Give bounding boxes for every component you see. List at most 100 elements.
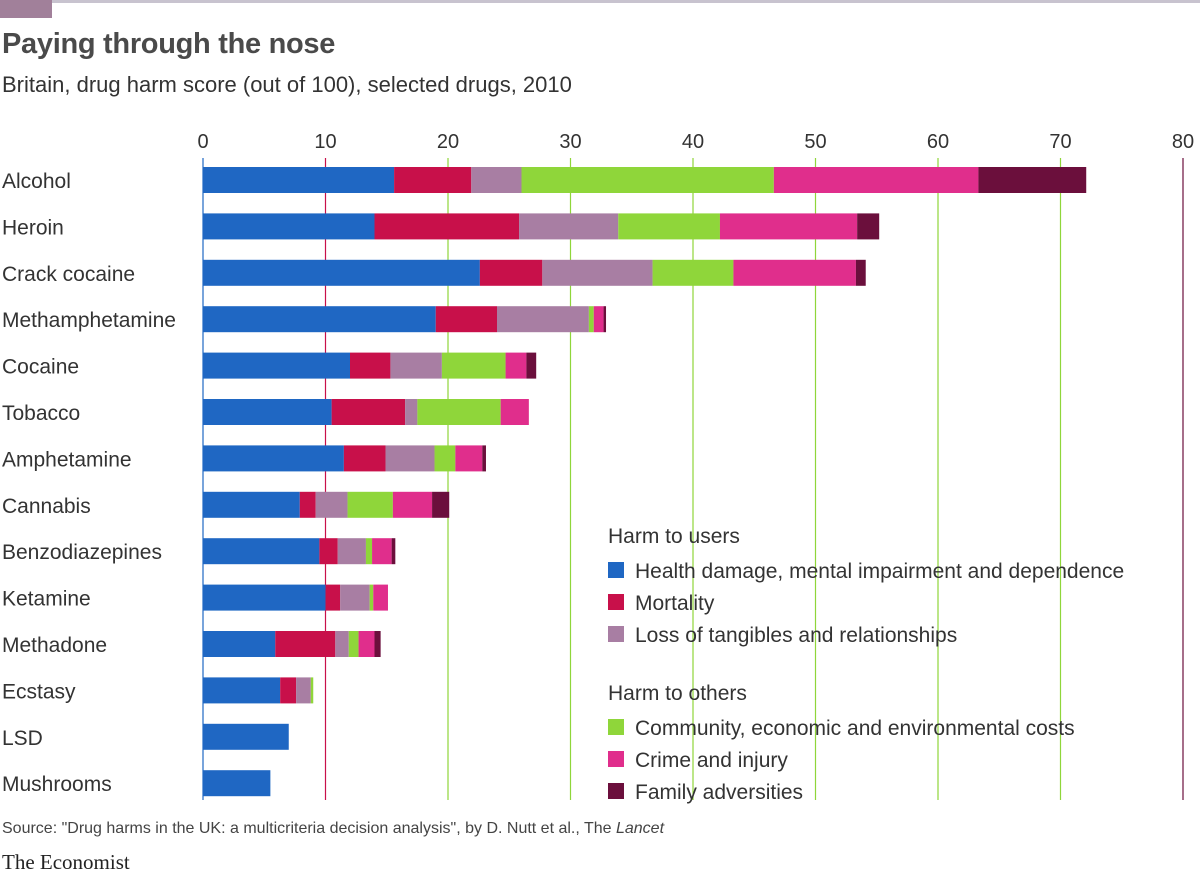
bar-segment-community	[347, 491, 393, 518]
bar-segment-tangibles	[405, 399, 418, 425]
bar-segment-health	[203, 770, 271, 797]
bar-segment-mortality	[479, 259, 543, 286]
legend-label: Loss of tangibles and relationships	[635, 624, 957, 647]
bar-segment-health	[203, 167, 395, 193]
x-tick-label: 20	[437, 131, 459, 153]
legend-swatch-mortality	[608, 594, 624, 610]
x-tick-label: 70	[1049, 131, 1071, 153]
bar-segment-community	[521, 167, 774, 193]
bar-segment-mortality	[435, 306, 497, 333]
bar-segment-family	[857, 213, 880, 240]
bar-segment-community	[618, 213, 720, 240]
bar-segment-community	[652, 259, 734, 286]
x-tick-label: 30	[559, 131, 581, 153]
bar-segment-community	[588, 306, 594, 333]
bar-segment-mortality	[325, 584, 341, 611]
x-tick-label: 0	[197, 131, 208, 153]
bar-segment-family	[526, 352, 537, 379]
category-label: Crack cocaine	[2, 263, 135, 286]
bar-segment-family	[374, 631, 381, 657]
bar-segment-health	[203, 631, 276, 657]
source-text: Source: "Drug harms in the UK: a multicr…	[2, 820, 616, 837]
bar-segment-family	[482, 445, 486, 472]
category-label: LSD	[2, 727, 43, 750]
category-label: Amphetamine	[2, 448, 132, 471]
chart-title: Paying through the nose	[2, 28, 336, 60]
bar-segment-crime	[455, 445, 483, 472]
bar-segment-mortality	[331, 399, 406, 425]
bar-segment-health	[203, 213, 375, 240]
bar-segment-health	[203, 677, 281, 704]
bar-segment-mortality	[299, 491, 316, 518]
category-label: Tobacco	[2, 402, 80, 425]
bar-segment-family	[603, 306, 607, 333]
bar-segment-family	[978, 167, 1087, 193]
bar-segment-crime	[593, 306, 604, 333]
bar-segment-mortality	[374, 213, 520, 240]
bar-segment-mortality	[275, 631, 336, 657]
category-label: Methadone	[2, 634, 107, 657]
bar-segment-crime	[392, 491, 433, 518]
x-tick-label: 50	[804, 131, 826, 153]
bar-segment-health	[203, 538, 320, 565]
x-tick-label: 80	[1172, 131, 1194, 153]
bar-segment-community	[434, 445, 456, 472]
bar-segment-tangibles	[335, 631, 349, 657]
bar-segment-tangibles	[471, 167, 522, 193]
category-label: Mushrooms	[2, 773, 112, 796]
bar-segment-mortality	[350, 352, 391, 379]
bar-segment-community	[348, 631, 359, 657]
bar-segment-community	[365, 538, 373, 565]
legend-swatch-community	[608, 719, 624, 735]
bar-segment-crime	[358, 631, 375, 657]
source-journal: Lancet	[615, 820, 665, 837]
legend-label: Family adversities	[635, 781, 803, 804]
top-rule	[0, 0, 1200, 3]
category-label: Ketamine	[2, 588, 91, 611]
bar-segment-health	[203, 259, 480, 286]
bar-segment-community	[417, 399, 501, 425]
category-label: Cocaine	[2, 356, 79, 379]
bar-segment-crime	[773, 167, 979, 193]
bar-segment-crime	[372, 538, 392, 565]
bar-segment-mortality	[343, 445, 386, 472]
category-label: Benzodiazepines	[2, 541, 162, 564]
bar-segment-family	[432, 491, 450, 518]
bar-segment-tangibles	[497, 306, 589, 333]
chart-subtitle: Britain, drug harm score (out of 100), s…	[2, 72, 572, 97]
bar-segment-mortality	[394, 167, 472, 193]
category-label: Ecstasy	[2, 680, 76, 703]
bar-segment-tangibles	[519, 213, 619, 240]
bar-segment-tangibles	[337, 538, 366, 565]
legend-label: Health damage, mental impairment and dep…	[635, 560, 1124, 583]
bar-segment-health	[203, 584, 326, 611]
category-label: Methamphetamine	[2, 309, 176, 332]
x-tick-label: 60	[927, 131, 949, 153]
bar-segment-crime	[505, 352, 527, 379]
bar-segment-community	[441, 352, 506, 379]
bar-segment-family	[391, 538, 396, 565]
legend-swatch-health	[608, 562, 624, 578]
legend-label: Community, economic and environmental co…	[635, 717, 1075, 740]
bar-segment-tangibles	[315, 491, 348, 518]
bar-segment-tangibles	[296, 677, 311, 704]
bar-segment-crime	[719, 213, 858, 240]
bar-segment-crime	[500, 399, 529, 425]
legend-heading: Harm to others	[608, 682, 747, 705]
legend-swatch-family	[608, 783, 624, 799]
bar-segment-tangibles	[542, 259, 653, 286]
bar-segment-mortality	[280, 677, 297, 704]
x-tick-label: 10	[314, 131, 336, 153]
bar-segment-health	[203, 306, 436, 333]
legend-label: Mortality	[635, 592, 715, 615]
bar-segment-community	[310, 677, 314, 704]
bar-segment-tangibles	[385, 445, 435, 472]
bar-segment-tangibles	[390, 352, 442, 379]
x-tick-label: 40	[682, 131, 704, 153]
bar-segment-tangibles	[340, 584, 370, 611]
legend-label: Crime and injury	[635, 749, 788, 772]
bar-segment-crime	[373, 584, 388, 611]
bar-segment-community	[369, 584, 374, 611]
legend-swatch-crime	[608, 751, 624, 767]
